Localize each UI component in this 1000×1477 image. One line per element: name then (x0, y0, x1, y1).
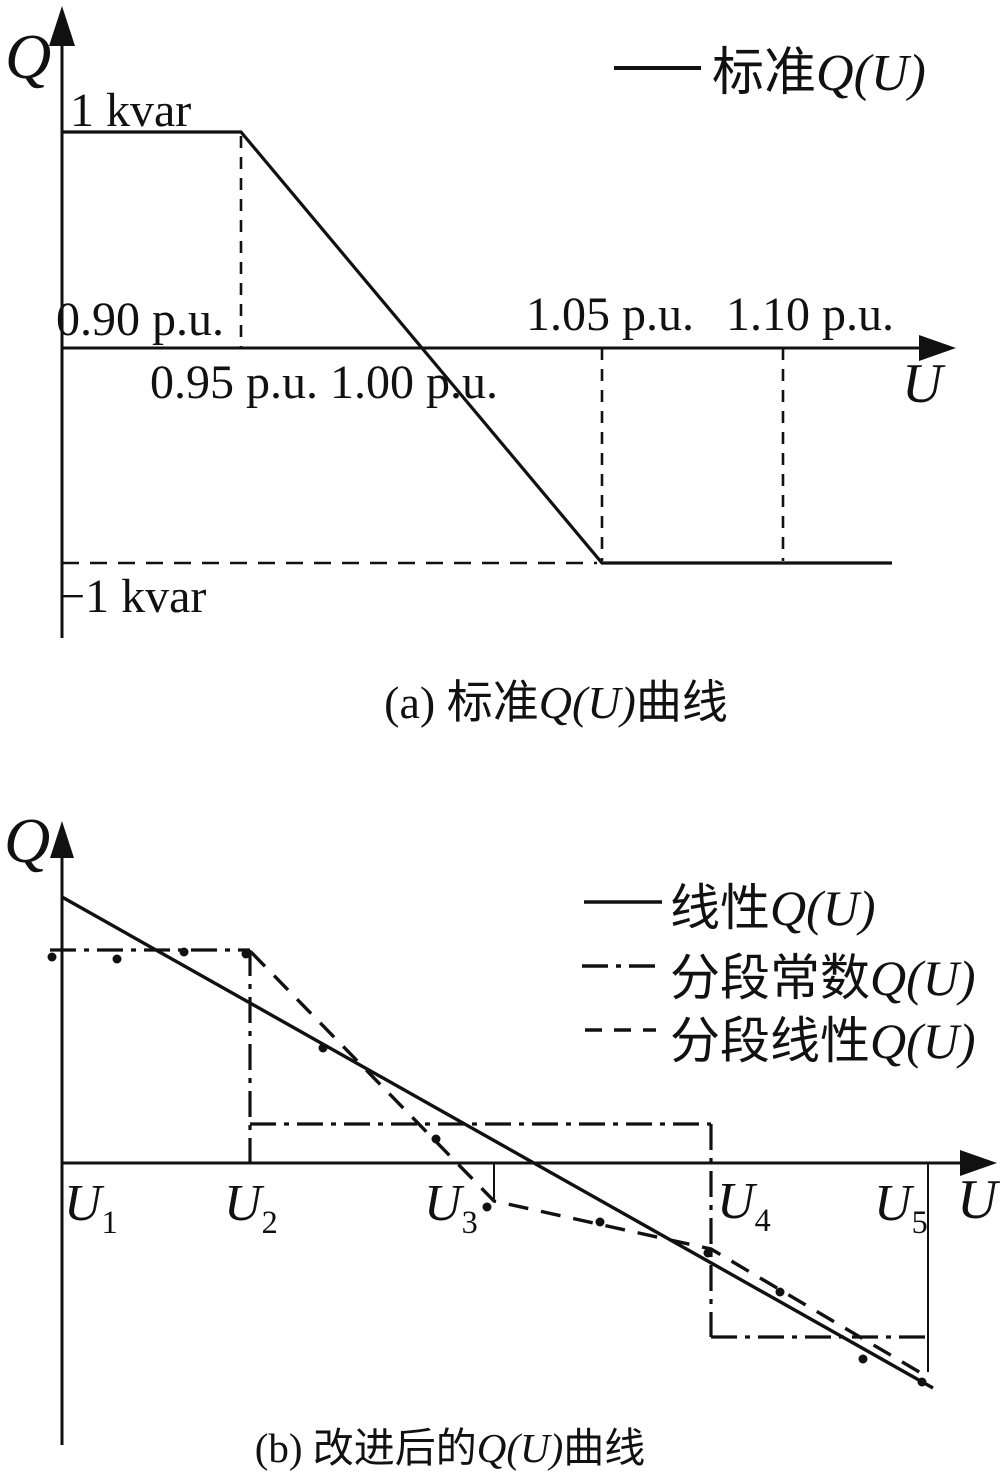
data-point (858, 1354, 868, 1364)
x-axis-title: U (957, 1169, 1000, 1231)
xtick-105: 1.05 p.u. (526, 288, 694, 341)
data-point (47, 952, 57, 962)
legend-pconst-label: 分段常数Q(U) (670, 950, 976, 1006)
linear-qu-line (61, 895, 934, 1390)
improved-qu-chart: 线性Q(U) 分段常数Q(U) 分段线性Q(U) Q U1 U2 U3 U4 U5 U (4, 805, 1000, 1445)
y-axis-arrow (50, 821, 74, 858)
xtick-u5: U5 (874, 1175, 928, 1240)
legend-standard-label: 标准Q(U) (712, 45, 926, 102)
ytick-neg1kvar: −1 kvar (58, 570, 206, 623)
xtick-095-100: 0.95 p.u. 1.00 p.u. (150, 356, 498, 409)
plinear-qu-curve (249, 950, 927, 1378)
y-axis-title: Q (4, 805, 50, 876)
y-axis-title: Q (5, 21, 51, 92)
standard-qu-curve (62, 130, 892, 565)
data-point (112, 954, 122, 964)
xtick-u3: U3 (424, 1175, 478, 1240)
x-axis-arrow (919, 335, 956, 361)
ytick-pos1kvar: 1 kvar (70, 84, 191, 137)
data-point (917, 1377, 927, 1387)
data-point (179, 947, 189, 957)
legend-plinear-label: 分段线性Q(U) (670, 1013, 976, 1069)
xtick-090: 0.90 p.u. (56, 293, 224, 346)
x-axis-arrow (960, 1150, 997, 1176)
data-point (703, 1248, 713, 1258)
data-point (595, 1217, 605, 1227)
data-point (775, 1287, 785, 1297)
xtick-110: 1.10 p.u. (726, 288, 894, 341)
data-point (241, 949, 251, 959)
data-point (482, 1202, 492, 1212)
legend-linear-label: 线性Q(U) (670, 880, 876, 936)
xtick-u1: U1 (64, 1175, 118, 1240)
data-point (318, 1043, 328, 1053)
xtick-u4: U4 (717, 1173, 771, 1238)
data-point (431, 1134, 441, 1144)
xtick-u2: U2 (224, 1175, 278, 1240)
y-axis-arrow (49, 6, 75, 46)
standard-qu-chart: 标准Q(U) Q 1 kvar 0.90 p.u. 0.95 p.u. 1.00 p.u… (5, 6, 956, 638)
x-axis-title: U (902, 353, 946, 415)
